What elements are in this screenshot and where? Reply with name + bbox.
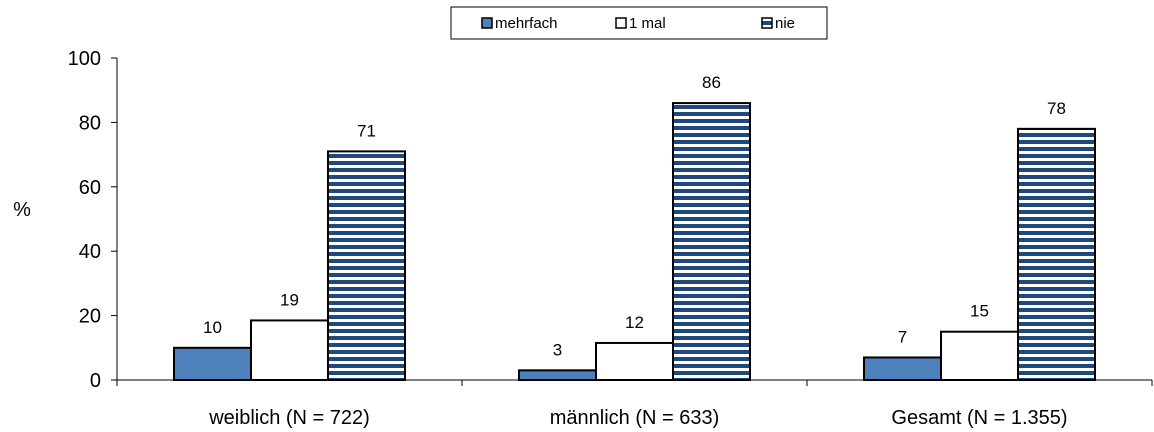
legend: mehrfach 1 mal nie [450,6,828,40]
bar-mehrfach-1 [518,369,597,381]
y-tick-label: 80 [79,112,101,134]
bar-nie-0 [327,150,406,381]
data-label: 10 [203,318,222,337]
legend-swatch [761,17,773,29]
bar-1-mal-1 [595,341,674,381]
x-category-label: männlich (N = 633) [550,407,720,429]
legend-label: nie [775,15,795,32]
data-label: 3 [553,340,562,359]
data-label: 7 [898,327,907,346]
data-label: 78 [1047,99,1066,118]
bar-nie-1 [672,102,751,382]
y-tick-label: 40 [79,241,101,263]
data-label: 12 [625,313,644,332]
bar-nie-2 [1017,127,1096,381]
legend-label: mehrfach [495,15,558,32]
y-tick-label: 100 [68,48,101,70]
bar-1-mal-0 [250,319,329,381]
bar-1-mal-2 [940,330,1019,382]
legend-swatch [615,17,627,29]
legend-swatch [481,17,493,29]
y-tick-label: 20 [79,306,101,328]
data-labels: 10 19 71 3 12 86 7 15 78 [203,73,1066,359]
data-label: 71 [357,121,376,140]
x-category-label: weiblich (N = 722) [208,407,370,429]
legend-label: 1 mal [629,15,666,32]
bars [173,102,1096,382]
y-tick-label: 0 [90,370,101,392]
bar-mehrfach-2 [863,356,942,381]
y-axis-label: % [13,199,31,221]
data-label: 19 [280,290,299,309]
data-label: 15 [970,302,989,321]
y-tick-label: 60 [79,177,101,199]
data-label: 86 [702,73,721,92]
bar-mehrfach-0 [173,346,252,381]
category-labels: weiblich (N = 722) männlich (N = 633) Gesa… [208,407,1067,429]
x-category-label: Gesamt (N = 1.355) [891,407,1067,429]
